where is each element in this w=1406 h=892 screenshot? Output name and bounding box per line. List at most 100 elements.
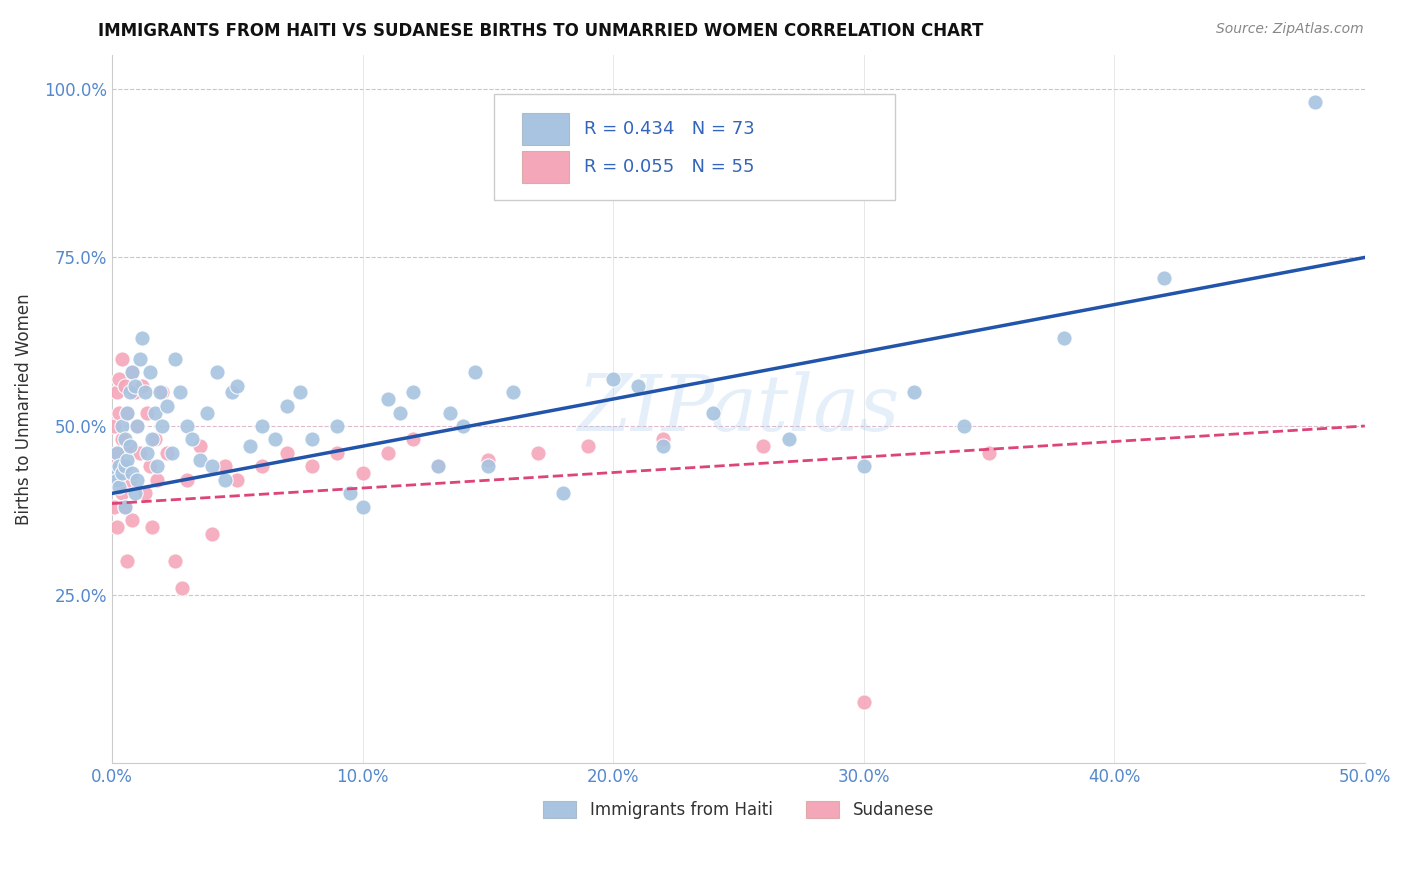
Point [1303,95,1326,110]
Point [551,486,574,500]
Point [339,486,361,500]
Point [602,372,624,386]
Point [138,459,160,474]
Point [105,473,128,487]
Point [143,433,166,447]
Point [221,385,243,400]
Point [377,392,399,406]
Y-axis label: Births to Unmarried Women: Births to Unmarried Women [15,293,32,525]
FancyBboxPatch shape [494,94,896,201]
Point [172,581,194,595]
Point [108,459,131,474]
Point [131,378,153,392]
Point [114,500,136,514]
Point [752,439,775,453]
Point [111,466,134,480]
Point [181,433,204,447]
Point [239,439,262,453]
Point [464,365,486,379]
Point [426,459,449,474]
Point [702,405,724,419]
Point [778,433,800,447]
Point [401,385,423,400]
Point [195,405,218,419]
Point [276,446,298,460]
Point [263,433,285,447]
Point [150,385,173,400]
Legend: Immigrants from Haiti, Sudanese: Immigrants from Haiti, Sudanese [536,794,941,826]
Point [121,513,143,527]
Point [852,695,875,709]
Point [103,463,125,477]
Point [111,351,134,366]
Text: Source: ZipAtlas.com: Source: ZipAtlas.com [1216,22,1364,37]
Point [477,459,499,474]
Point [389,405,412,419]
Point [156,399,179,413]
Point [301,433,323,447]
Point [163,554,186,568]
Point [852,459,875,474]
Point [124,486,146,500]
Point [401,433,423,447]
Point [118,439,141,453]
Point [627,378,650,392]
Point [115,554,138,568]
Point [118,385,141,400]
Point [160,446,183,460]
Point [103,500,125,514]
Point [276,399,298,413]
Point [141,520,163,534]
Point [125,419,148,434]
Point [426,459,449,474]
Point [115,405,138,419]
Point [1153,270,1175,285]
Point [214,459,236,474]
Text: ZIPatlas: ZIPatlas [578,371,900,447]
Text: R = 0.434   N = 73: R = 0.434 N = 73 [585,120,755,137]
Point [214,473,236,487]
Point [205,365,228,379]
Point [252,419,274,434]
Point [652,433,675,447]
Point [150,419,173,434]
Point [169,385,191,400]
Point [115,452,138,467]
Point [108,372,131,386]
Point [128,351,150,366]
Point [103,419,125,434]
Point [114,459,136,474]
Point [108,405,131,419]
Point [977,446,1000,460]
Point [352,500,374,514]
Point [226,378,249,392]
Point [502,385,524,400]
Point [252,459,274,474]
Point [903,385,925,400]
Point [105,520,128,534]
Point [121,365,143,379]
Point [103,459,125,474]
Point [163,351,186,366]
Bar [522,113,569,145]
Point [288,385,311,400]
Point [1053,331,1076,345]
Point [226,473,249,487]
Point [439,405,461,419]
Point [352,466,374,480]
Point [111,433,134,447]
Point [156,446,179,460]
Point [326,446,349,460]
Point [146,473,169,487]
Point [125,473,148,487]
Point [111,486,134,500]
Point [105,446,128,460]
Point [134,385,156,400]
Point [124,378,146,392]
Point [105,446,128,460]
Point [134,486,156,500]
Point [111,419,134,434]
Point [114,459,136,474]
Point [131,331,153,345]
Point [652,439,675,453]
